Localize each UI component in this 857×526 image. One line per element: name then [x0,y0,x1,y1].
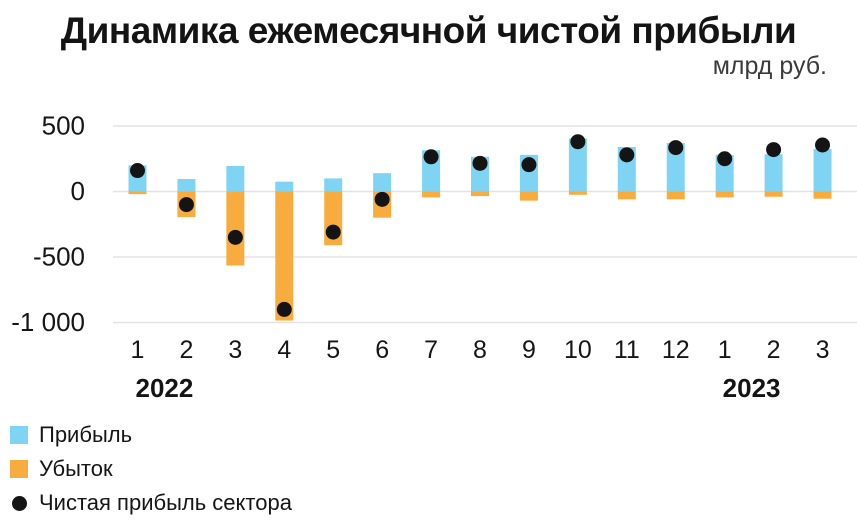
chart-legend: Прибыль Убыток Чистая прибыль сектора [10,422,292,526]
loss-bar [715,191,734,198]
net-profit-dot [423,149,439,165]
profit-bar [177,179,196,192]
month-label: 1 [131,336,145,364]
legend-label-loss: Убыток [39,456,113,481]
loss-bar [666,191,685,200]
legend-item-loss: Убыток [10,456,292,481]
profit-bar [324,178,343,192]
month-label: 3 [816,336,830,364]
net-profit-dot [815,137,831,153]
legend-item-profit: Прибыль [10,422,292,447]
month-label: 8 [473,336,487,364]
loss-swatch-icon [10,460,28,478]
loss-bar [422,191,441,198]
net-profit-dot [570,134,586,150]
loss-bar [128,191,147,195]
legend-item-net-profit: Чистая прибыль сектора [10,490,292,515]
loss-bar [617,191,636,200]
net-profit-dot [374,191,390,207]
net-profit-dot [276,301,292,317]
net-profit-dot [130,163,145,179]
profit-bar [666,143,685,192]
net-profit-dot [227,229,243,245]
month-label: 4 [277,336,291,364]
y-axis-label: 0 [71,176,85,206]
month-label: 2 [767,336,781,364]
y-axis-label: 500 [42,111,85,141]
month-label: 10 [564,336,592,364]
month-label: 2 [179,336,193,364]
net-profit-dot [325,224,341,240]
month-label: 7 [424,336,438,364]
loss-bar [471,191,490,197]
loss-bar [519,191,538,201]
legend-label-profit: Прибыль [39,422,133,447]
profit-swatch-icon [10,426,28,444]
legend-label-net-profit: Чистая прибыль сектора [39,490,292,515]
net-profit-dot [178,197,194,213]
month-label: 1 [718,336,732,364]
net-profit-dot [766,142,782,158]
month-label: 11 [614,336,640,364]
month-label: 5 [326,336,340,364]
year-label: 2022 [136,373,194,403]
profit-bar [275,181,294,192]
net-profit-dot [717,151,733,167]
loss-bar [568,191,587,195]
net-profit-dot-icon [12,495,27,511]
profit-bar [373,173,392,192]
profit-bar [568,138,587,192]
profit-bar [764,154,783,192]
net-profit-dot [668,140,684,156]
net-profit-dot [472,155,488,171]
y-axis-label: -500 [33,242,85,272]
net-profit-dot [521,157,537,173]
month-label: 6 [375,336,389,364]
loss-bar [226,191,245,266]
profit-bar [226,165,245,192]
chart-plot-area: 500 0 -500 -1 000 1 2 3 4 5 6 7 8 9 10 11 12 1 2 3 2022 2023 [0,95,857,410]
loss-bar [275,191,294,321]
y-axis-label: -1 000 [11,307,85,337]
chart-title: Динамика ежемесячной чистой прибыли [60,10,797,51]
units-label: млрд руб. [712,52,827,80]
loss-bar [813,191,832,199]
year-label: 2023 [723,373,781,403]
loss-bar [764,191,783,197]
profit-bar [813,148,832,192]
month-label: 12 [662,336,690,364]
net-profit-dot [619,147,635,163]
month-label: 3 [228,336,242,364]
month-label: 9 [522,336,536,364]
